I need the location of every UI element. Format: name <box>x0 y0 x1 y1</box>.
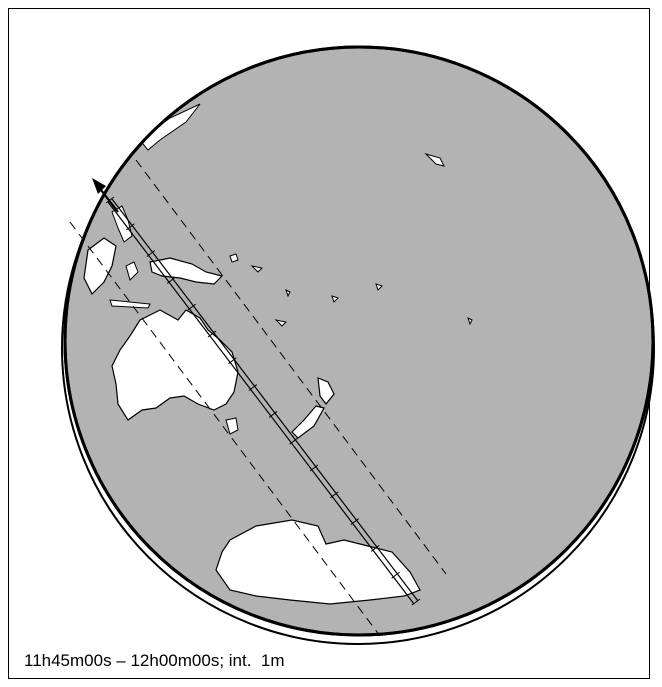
track-tick <box>187 303 196 311</box>
island-3 <box>285 289 291 298</box>
track-tick <box>146 250 156 258</box>
new-guinea-land <box>149 257 224 285</box>
track-tick <box>166 276 176 284</box>
central-track-line-b <box>111 198 419 602</box>
track-tick <box>309 464 319 472</box>
track-tick <box>228 357 237 365</box>
track-tick <box>126 223 135 231</box>
island-6 <box>424 152 445 167</box>
central-track-ticks <box>105 196 421 606</box>
track-tick <box>411 598 421 606</box>
landmasses <box>83 103 473 605</box>
track-tick <box>370 544 380 552</box>
australia-land <box>111 309 239 421</box>
track-tick <box>268 410 278 418</box>
track-tick <box>289 437 298 445</box>
direction-arrow-head <box>92 178 106 194</box>
track-tick <box>248 384 258 392</box>
island-7 <box>467 317 473 326</box>
northern-limit-line <box>135 159 447 575</box>
philippines-land <box>111 205 133 243</box>
new-zealand-north-land <box>317 377 335 405</box>
island-8 <box>274 319 288 327</box>
island-5 <box>375 283 383 291</box>
time-interval-caption: 11h45m00s – 12h00m00s; int. 1m <box>24 651 285 670</box>
track-tick <box>391 571 400 579</box>
track-tick <box>207 330 217 338</box>
new-zealand-south-land <box>291 405 325 439</box>
track-tick <box>330 491 339 499</box>
central-track-line-a <box>107 201 415 605</box>
southern-limit-line <box>69 221 381 637</box>
island-2 <box>250 265 264 273</box>
track-tick <box>350 518 360 526</box>
lesser-sunda-land <box>109 299 151 309</box>
asia-coast-land <box>139 103 201 151</box>
globe-outline <box>63 45 655 637</box>
island-1 <box>229 253 239 263</box>
island-4 <box>331 295 339 303</box>
tasmania-land <box>225 417 239 435</box>
antarctica-land <box>215 519 421 605</box>
sulawesi-land <box>125 261 139 281</box>
